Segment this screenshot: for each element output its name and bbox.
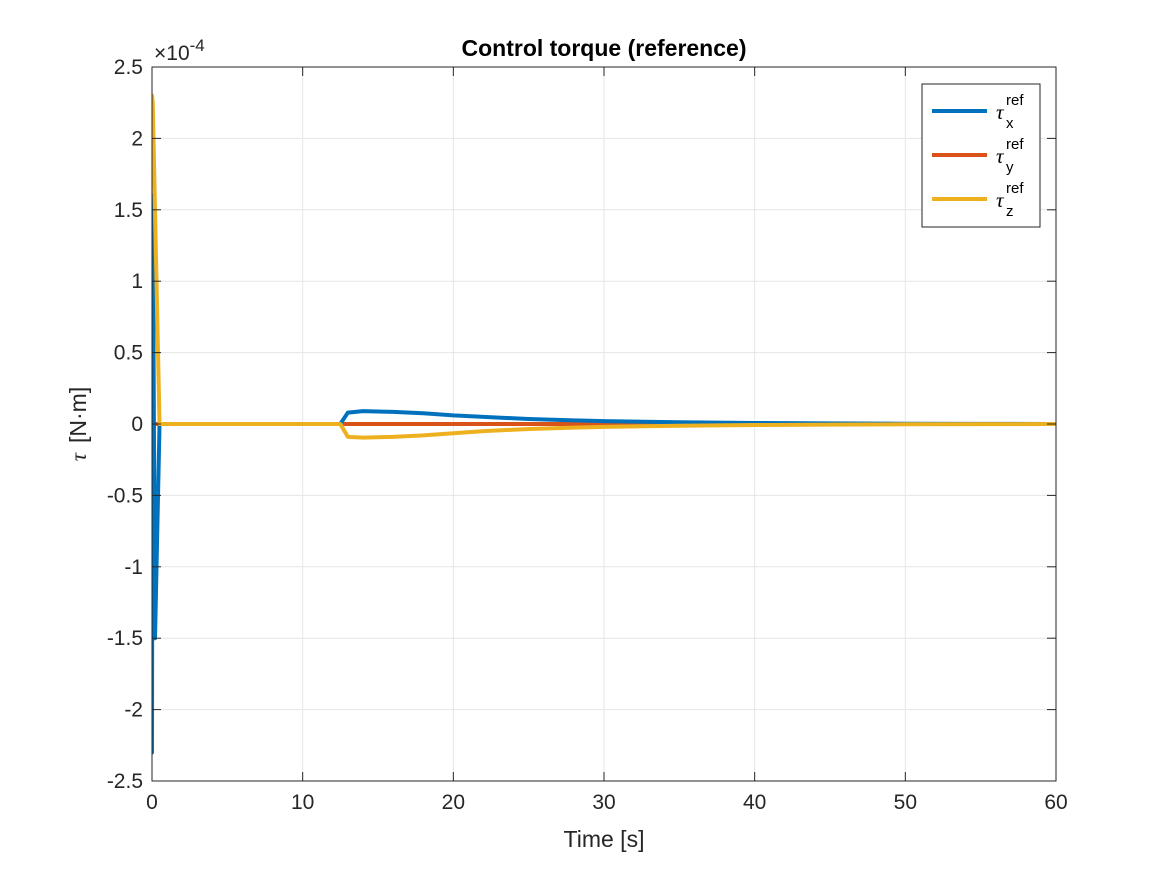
- legend-symbol: τ: [996, 100, 1005, 124]
- x-tick-label: 60: [1044, 791, 1067, 814]
- x-tick-label: 10: [291, 791, 314, 814]
- y-tick-label: -2: [124, 699, 143, 722]
- x-tick-label: 20: [442, 791, 465, 814]
- y-tick-label: 1.5: [114, 199, 143, 222]
- y-tick-label: 1: [131, 270, 143, 293]
- x-tick-label: 40: [743, 791, 766, 814]
- y-tick-label: -2.5: [107, 770, 143, 793]
- x-axis-label: Time [s]: [564, 826, 645, 852]
- legend-superscript: ref: [1006, 92, 1024, 109]
- chart-title: Control torque (reference): [462, 35, 747, 61]
- x-tick-label: 30: [592, 791, 615, 814]
- y-tick-label: -1: [124, 556, 143, 579]
- legend-superscript: ref: [1006, 180, 1024, 197]
- legend-subscript: x: [1006, 115, 1014, 132]
- y-exponent-power: -4: [190, 36, 205, 55]
- y-tick-labels: -2.5 -2 -1.5 -1 -0.5 0 0.5 1 1.5 2 2.5: [107, 56, 143, 793]
- legend-symbol: τ: [996, 144, 1005, 168]
- legend-superscript: ref: [1006, 136, 1024, 153]
- x-tick-label: 0: [146, 791, 158, 814]
- y-exponent-label: ×10-4: [154, 36, 205, 65]
- y-axis-label-unit: [N·m]: [65, 387, 91, 443]
- svg-text:τ[N·m]: τ [N·m]: [65, 387, 91, 461]
- legend-subscript: z: [1006, 203, 1014, 220]
- y-tick-label: -1.5: [107, 627, 143, 650]
- y-tick-label: 2.5: [114, 56, 143, 79]
- y-exponent-base: ×10: [154, 42, 190, 65]
- y-tick-label: 2: [131, 127, 143, 150]
- legend-label-z: τ z ref: [996, 180, 1024, 220]
- series-line-z: [152, 93, 1056, 440]
- legend-subscript: y: [1006, 159, 1014, 176]
- y-tick-label: -0.5: [107, 484, 143, 507]
- x-tick-labels: 0 10 20 30 40 50 60: [146, 791, 1068, 814]
- y-axis-label: τ [N·m]: [65, 387, 91, 461]
- x-tick-label: 50: [894, 791, 917, 814]
- legend-label-x: τ x ref: [996, 92, 1024, 132]
- ticks: [151, 66, 1057, 782]
- y-tick-label: 0: [131, 413, 143, 436]
- y-tick-label: 0.5: [114, 342, 143, 365]
- y-axis-label-symbol: τ: [66, 452, 91, 461]
- legend-label-y: τ y ref: [996, 136, 1024, 176]
- legend-symbol: τ: [996, 188, 1005, 212]
